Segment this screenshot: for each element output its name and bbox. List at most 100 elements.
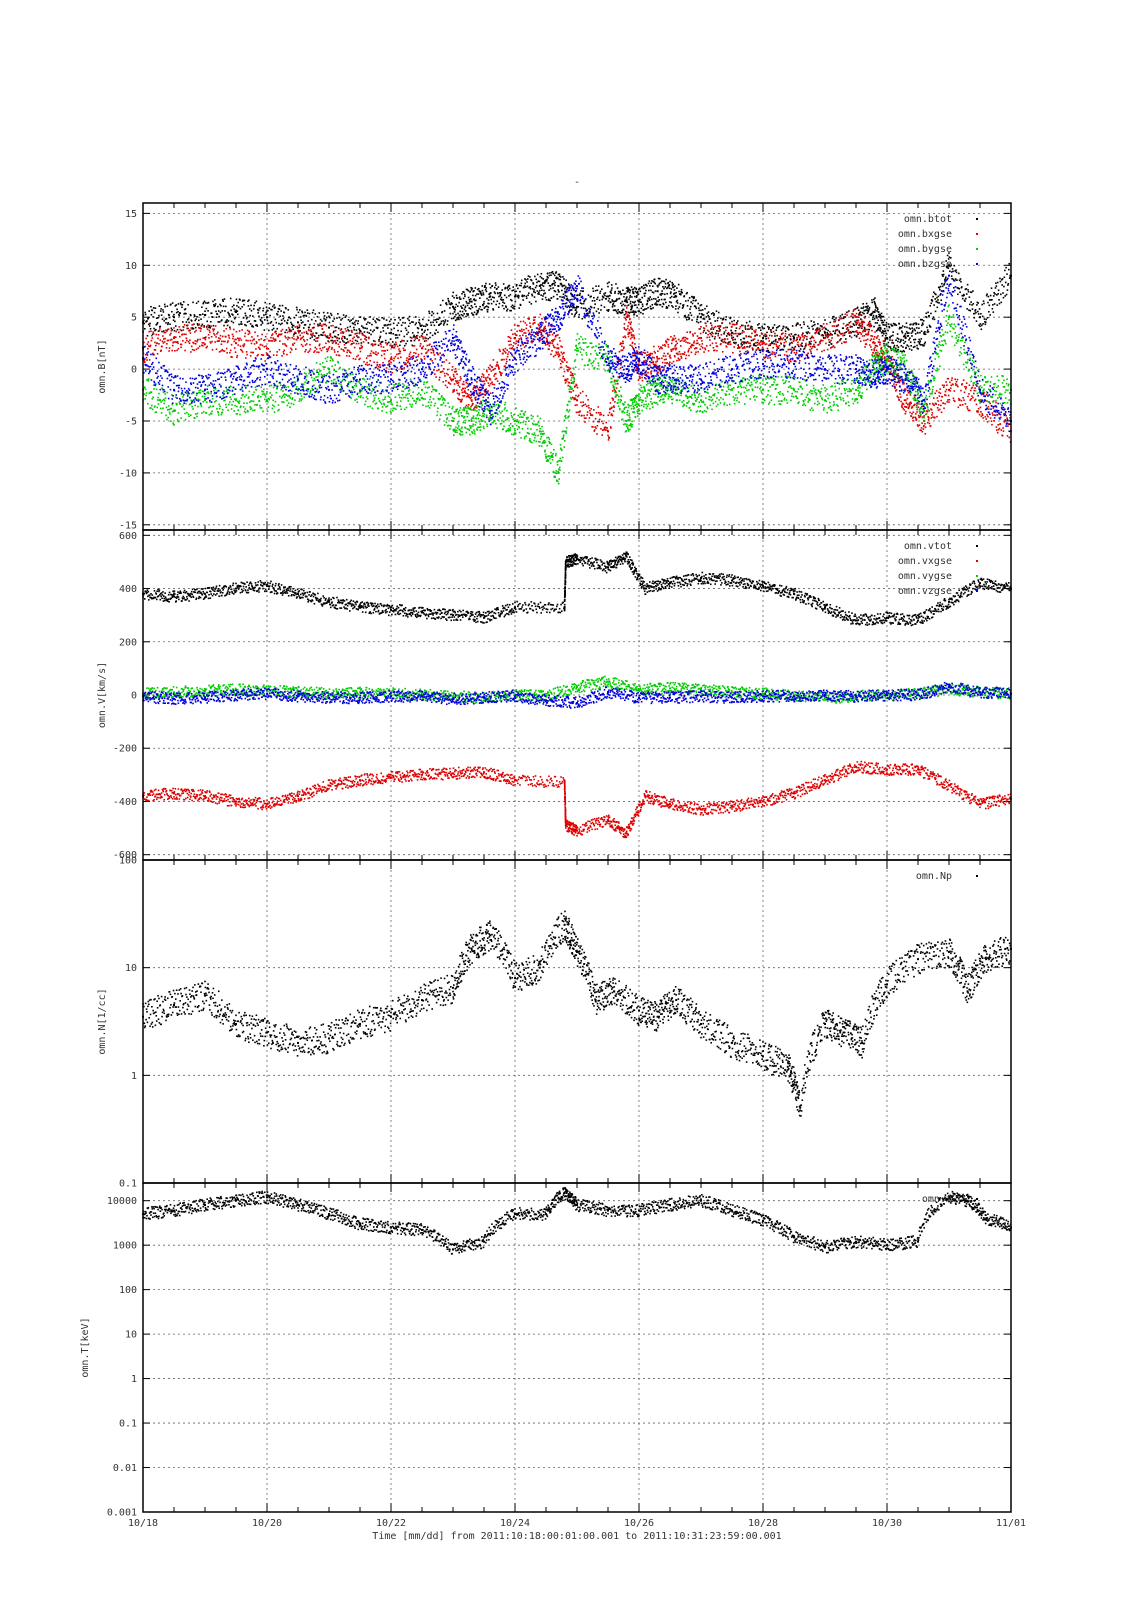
scatter-dot (633, 335, 635, 337)
scatter-dot (285, 336, 287, 339)
scatter-dot (464, 392, 467, 394)
scatter-dot (552, 344, 555, 347)
scatter-dot (701, 346, 704, 349)
scatter-dot (522, 299, 524, 301)
scatter-dot (386, 324, 388, 327)
scatter-dot (803, 323, 805, 326)
scatter-dot (998, 427, 1001, 430)
scatter-dot (875, 351, 877, 354)
scatter-dot (524, 322, 527, 324)
scatter-dot (377, 318, 379, 321)
scatter-dot (426, 324, 429, 326)
scatter-dot (208, 326, 210, 329)
scatter-dot (157, 330, 160, 332)
scatter-dot (218, 315, 220, 318)
scatter-dot (436, 369, 438, 372)
scatter-dot (977, 302, 980, 304)
scatter-dot (337, 333, 340, 336)
scatter-dot (828, 334, 831, 336)
scatter-dot (179, 302, 182, 304)
scatter-dot (695, 351, 697, 353)
scatter-dot (657, 296, 659, 299)
scatter-dot (360, 344, 363, 347)
scatter-dot (494, 286, 496, 289)
scatter-dot (967, 290, 970, 293)
scatter-dot (502, 352, 504, 355)
scatter-dot (340, 328, 343, 330)
scatter-dot (265, 311, 267, 314)
scatter-dot (874, 309, 877, 311)
scatter-dot (931, 402, 934, 405)
scatter-dot (683, 295, 686, 297)
scatter-dot (143, 361, 146, 364)
scatter-dot (821, 325, 823, 327)
scatter-dot (264, 335, 267, 338)
scatter-dot (170, 332, 172, 335)
scatter-dot (895, 381, 897, 384)
scatter-dot (170, 329, 173, 332)
data-point (421, 388, 423, 391)
scatter-dot (580, 401, 582, 404)
scatter-dot (866, 305, 868, 308)
scatter-dot (709, 318, 711, 320)
scatter-dot (391, 371, 394, 374)
scatter-dot (487, 376, 489, 379)
scatter-dot (642, 284, 645, 287)
scatter-dot (271, 308, 273, 311)
scatter-dot (550, 325, 553, 328)
scatter-dot (543, 282, 546, 285)
scatter-dot (482, 396, 485, 399)
scatter-dot (759, 344, 762, 346)
scatter-dot (763, 356, 765, 359)
scatter-dot (333, 351, 336, 353)
scatter-dot (876, 308, 879, 311)
scatter-dot (302, 345, 304, 348)
scatter-dot (729, 316, 732, 319)
scatter-dot (292, 344, 294, 347)
scatter-dot (548, 274, 551, 277)
scatter-dot (825, 342, 827, 345)
scatter-dot (629, 300, 632, 303)
scatter-dot (944, 390, 947, 393)
scatter-dot (527, 294, 529, 297)
scatter-dot (201, 344, 204, 347)
y-tick-label: 0 (131, 365, 137, 376)
scatter-dot (901, 406, 903, 408)
scatter-dot (447, 373, 449, 376)
scatter-dot (509, 340, 512, 343)
scatter-dot (452, 317, 455, 320)
scatter-dot (688, 297, 691, 299)
scatter-dot (622, 347, 625, 350)
scatter-dot (224, 321, 227, 324)
scatter-dot (211, 348, 214, 351)
y-tick-label: -5 (125, 417, 137, 428)
scatter-dot (505, 362, 507, 365)
scatter-dot (623, 323, 626, 325)
scatter-dot (1004, 419, 1007, 421)
scatter-dot (538, 293, 540, 295)
scatter-dot (219, 334, 222, 337)
scatter-dot (940, 399, 943, 402)
scatter-dot (632, 290, 634, 293)
scatter-dot (673, 292, 676, 295)
scatter-dot (1003, 421, 1006, 423)
scatter-dot (555, 352, 558, 354)
scatter-dot (207, 301, 210, 304)
scatter-dot (702, 314, 705, 316)
legend-entry: omn.btot (904, 214, 952, 225)
scatter-dot (193, 314, 196, 316)
scatter-dot (255, 324, 257, 327)
scatter-dot (863, 327, 866, 330)
scatter-dot (259, 307, 261, 309)
scatter-dot (932, 295, 934, 298)
scatter-dot (707, 314, 709, 317)
scatter-dot (940, 404, 942, 407)
scatter-dot (733, 323, 736, 326)
scatter-dot (752, 344, 755, 346)
scatter-dot (484, 289, 487, 291)
scatter-dot (805, 331, 808, 334)
scatter-dot (325, 316, 328, 319)
scatter-dot (587, 398, 589, 401)
scatter-dot (244, 323, 246, 326)
scatter-dot (829, 334, 832, 336)
